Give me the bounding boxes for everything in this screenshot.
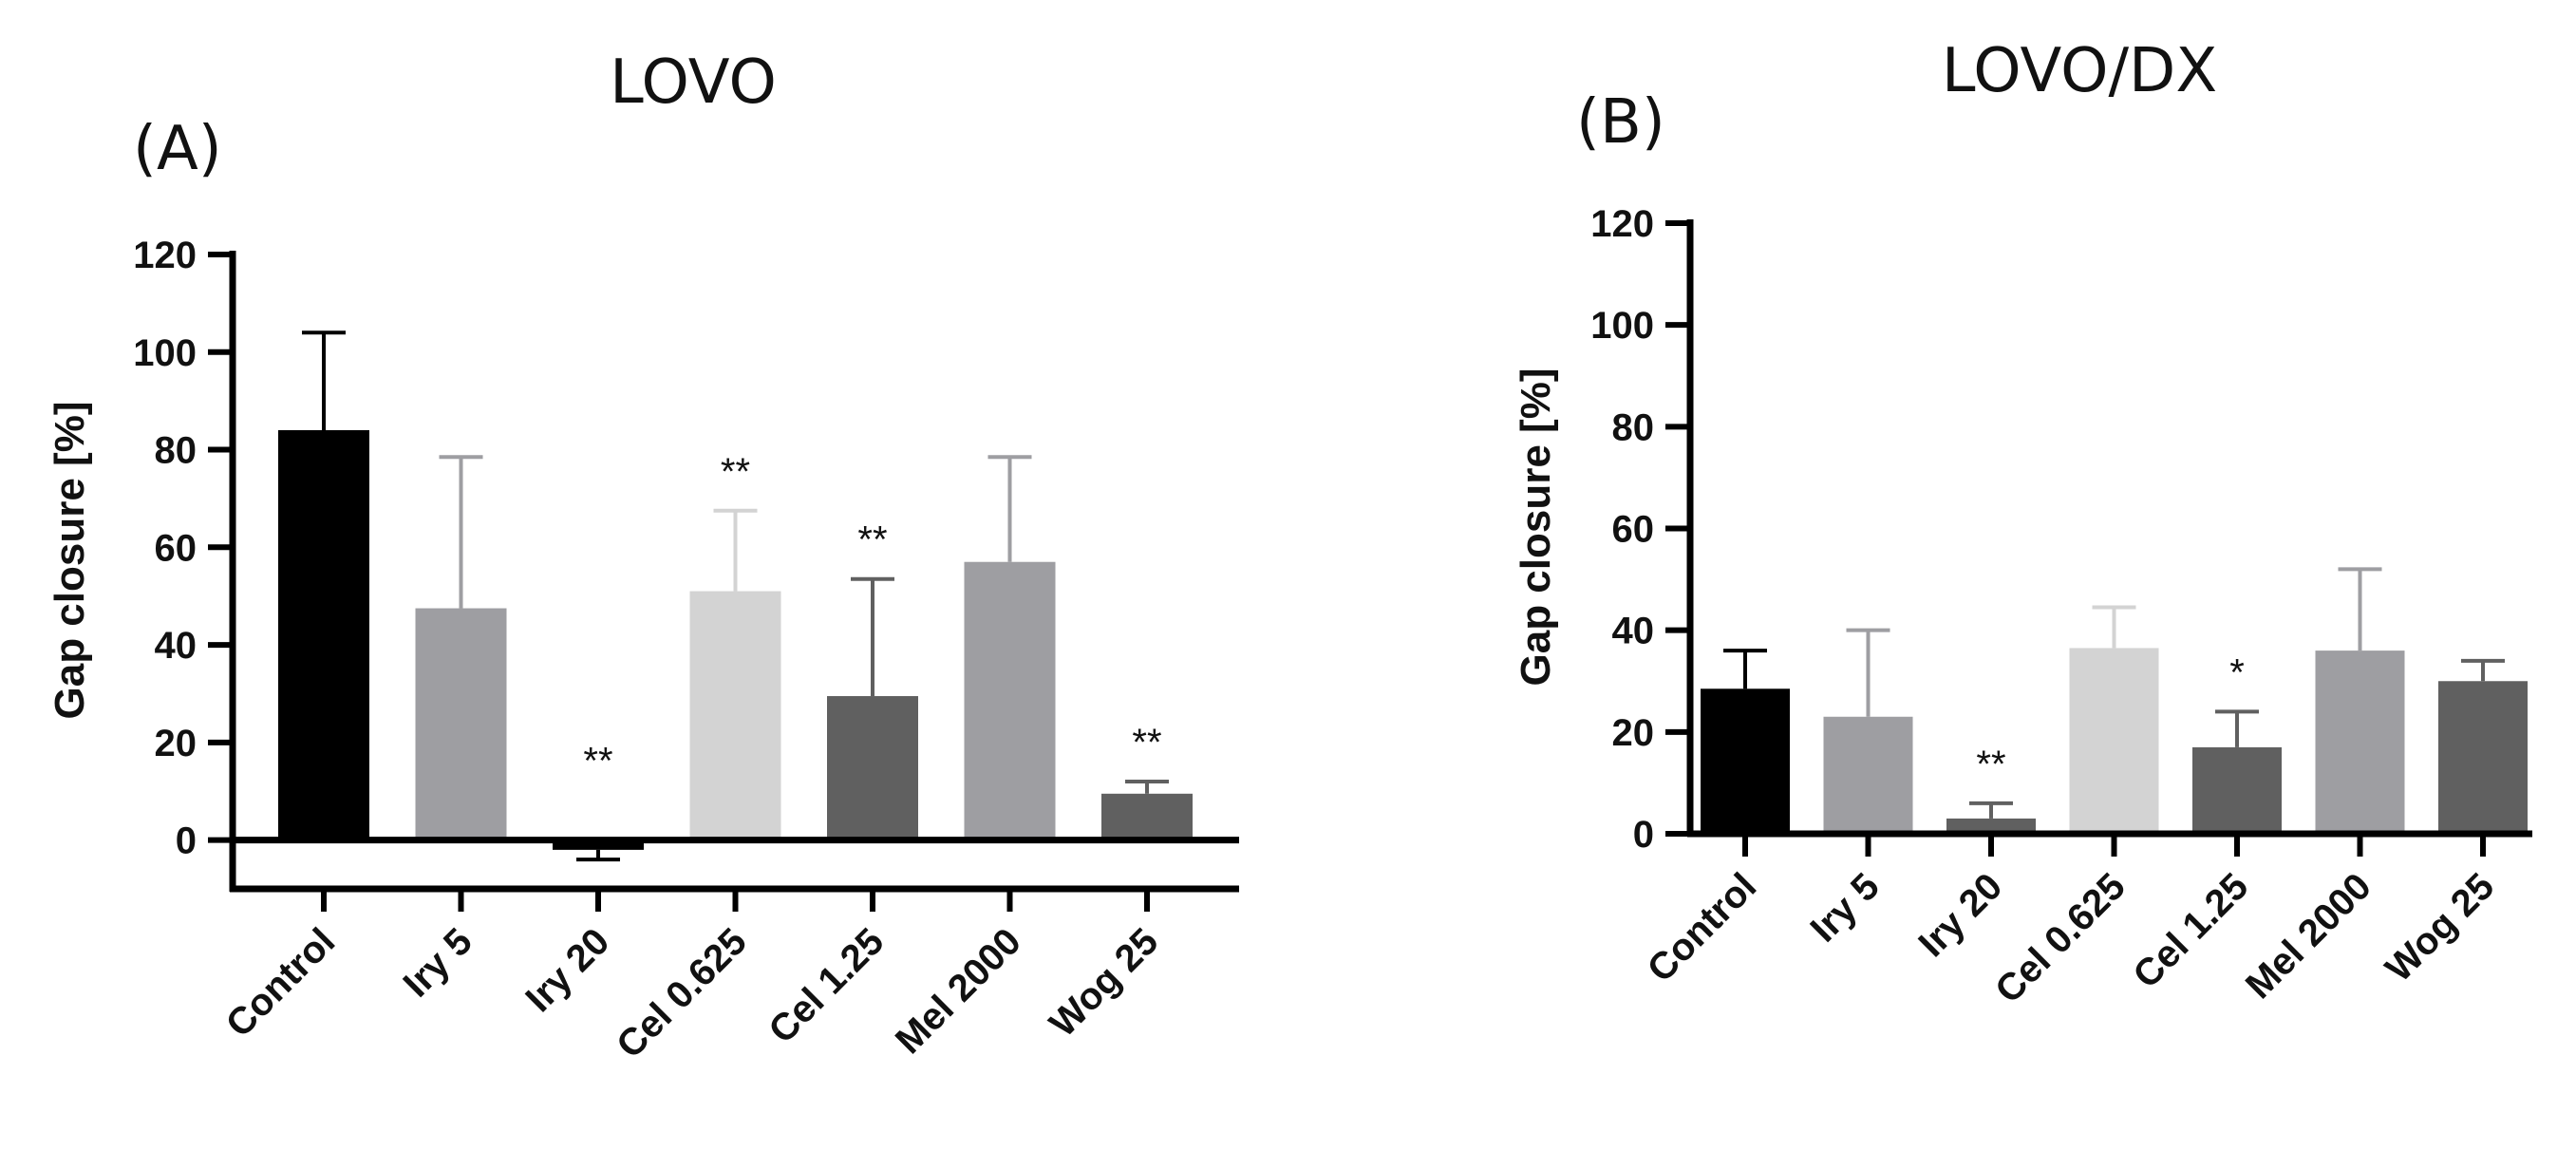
bar-b-cel-0-625 [2069, 648, 2159, 834]
panel-label-a: (A) [133, 114, 222, 184]
x-tick-label: Cel 0.625 [609, 920, 755, 1066]
y-tick-label: 100 [133, 332, 197, 374]
y-tick-label: 0 [1633, 814, 1654, 856]
chart-b: (B) LOVO/DX Gap closure [%] 0 20 40 60 80 100… [1513, 36, 2532, 1011]
bar-a-mel-2000 [964, 561, 1056, 840]
chart-title-b: LOVO/DX [1942, 36, 2217, 106]
x-tick-label: Cel 1.25 [761, 920, 892, 1051]
x-tick-label: Control [218, 920, 344, 1046]
panel-label-b: (B) [1576, 87, 1665, 158]
bar-a-control [278, 429, 369, 840]
bar-b-cel-1-25 [2192, 746, 2282, 834]
y-tick-label: 100 [1590, 305, 1654, 347]
y-tick-label: 20 [1612, 712, 1655, 754]
bar-a-iry-5 [415, 608, 507, 840]
chart-a: (A) LOVO Gap closure [%] 0 20 40 60 80 100 120… [47, 47, 1239, 1066]
y-tick-label: 60 [1612, 509, 1655, 551]
bar-b-iry-20 [1946, 818, 2036, 834]
x-tick-label: Mel 2000 [888, 920, 1029, 1062]
x-tick-label: Iry 20 [1910, 865, 2010, 965]
bar-a-cel-0-625 [689, 591, 781, 840]
x-tick-label: Iry 20 [517, 920, 617, 1020]
y-tick-label: 80 [155, 430, 197, 472]
bar-a-wog-25 [1101, 793, 1193, 840]
y-tick-label: 120 [1590, 203, 1654, 245]
x-tick-label: Iry 5 [1803, 865, 1888, 950]
x-tick-label: Wog 25 [2378, 865, 2502, 990]
y-axis-label-b: Gap closure [%] [1513, 368, 1559, 687]
significance-marker: ** [1976, 744, 2005, 785]
x-tick-label: Wog 25 [1042, 920, 1166, 1045]
y-tick-label: 60 [155, 527, 197, 569]
x-tick-label: Cel 1.25 [2125, 865, 2256, 996]
bar-a-cel-1-25 [827, 696, 918, 840]
significance-marker: ** [721, 451, 750, 493]
x-tick-label: Mel 2000 [2238, 865, 2379, 1007]
x-tick-label: Iry 5 [396, 920, 480, 1005]
chart-title-a: LOVO [610, 47, 777, 118]
significance-marker: ** [583, 741, 612, 782]
bar-b-wog-25 [2438, 681, 2528, 834]
bar-b-control [1701, 688, 1790, 834]
y-axis-label-a: Gap closure [%] [47, 402, 93, 720]
bar-a-iry-20 [553, 839, 644, 850]
y-tick-label: 0 [176, 820, 197, 862]
significance-marker: * [2229, 651, 2245, 693]
y-tick-label: 80 [1612, 406, 1655, 448]
bar-b-iry-5 [1823, 716, 1913, 834]
y-tick-label: 120 [133, 235, 197, 276]
y-tick-label: 40 [1612, 611, 1655, 652]
y-tick-label: 40 [155, 625, 197, 667]
significance-marker: ** [1132, 722, 1161, 764]
significance-marker: ** [857, 519, 887, 561]
x-tick-label: Control [1640, 865, 1765, 990]
y-tick-label: 20 [155, 723, 197, 764]
x-tick-label: Cel 0.625 [1987, 865, 2134, 1011]
bar-b-mel-2000 [2315, 650, 2405, 834]
